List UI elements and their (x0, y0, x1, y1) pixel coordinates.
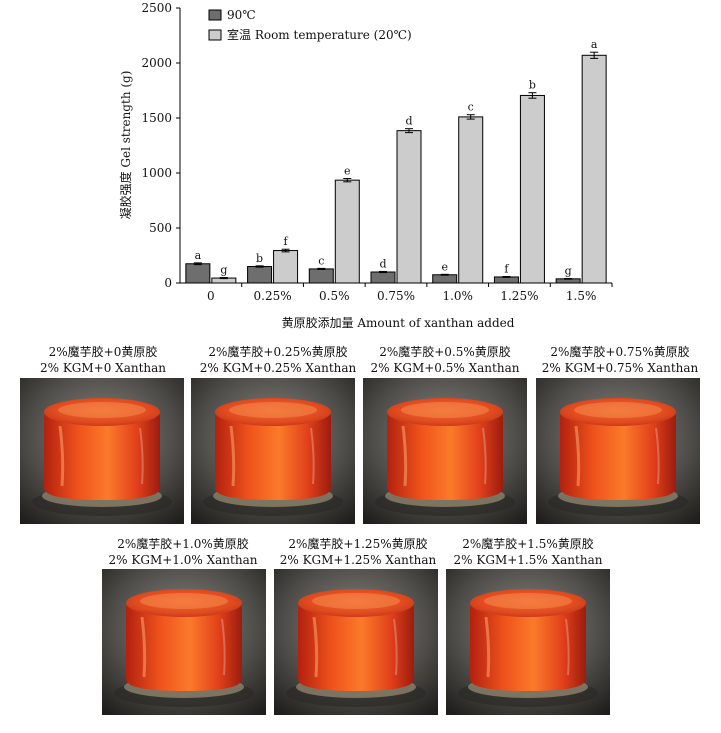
significance-letter: e (344, 165, 351, 178)
x-tick-label: 1.5% (566, 289, 597, 303)
gel-photo (20, 378, 184, 524)
sample-caption-cn: 2%魔芋胶+0.75%黄原胶 (550, 345, 690, 359)
sample-caption-1: 2%魔芋胶+0.25%黄原胶 2% KGM+0.25% Xanthan (183, 344, 373, 376)
sample-caption-6: 2%魔芋胶+1.5%黄原胶 2% KGM+1.5% Xanthan (433, 536, 623, 568)
gel-photo (274, 569, 438, 715)
x-axis-label: 黄原胶添加量 Amount of xanthan added (282, 315, 515, 330)
sample-caption-cn: 2%魔芋胶+0.5%黄原胶 (379, 345, 511, 359)
gel-photo (446, 569, 610, 715)
sample-caption-2: 2%魔芋胶+0.5%黄原胶 2% KGM+0.5% Xanthan (350, 344, 540, 376)
chart-axes: 0 500 1000 1500 2000 2500 0 0.25% 0.5% 0.75% 1.0% 1… (141, 1, 613, 303)
sample-caption-en: 2% KGM+1.0% Xanthan (108, 553, 258, 567)
bar (519, 94, 545, 284)
bar (247, 266, 273, 284)
bar (396, 130, 422, 284)
sample-caption-cn: 2%魔芋胶+0.25%黄原胶 (208, 345, 348, 359)
gel-photo (102, 569, 266, 715)
significance-letter: g (565, 264, 572, 277)
bar (334, 179, 360, 284)
legend-swatch (208, 9, 222, 21)
sample-caption-cn: 2%魔芋胶+1.25%黄原胶 (288, 537, 428, 551)
bar (432, 274, 458, 284)
x-tick-label: 1.0% (442, 289, 473, 303)
y-axis-label: 凝胶强度 Gel strength (g) (118, 71, 133, 220)
bar (581, 54, 607, 284)
x-tick-label: 1.25% (500, 289, 538, 303)
sample-caption-en: 2% KGM+1.25% Xanthan (279, 553, 437, 567)
x-tick-label: 0.75% (377, 289, 415, 303)
sample-caption-3: 2%魔芋胶+0.75%黄原胶 2% KGM+0.75% Xanthan (525, 344, 715, 376)
gel-photo (191, 378, 355, 524)
x-tick-label: 0.5% (319, 289, 350, 303)
sample-caption-cn: 2%魔芋胶+1.5%黄原胶 (462, 537, 594, 551)
sample-caption-4: 2%魔芋胶+1.0%黄原胶 2% KGM+1.0% Xanthan (88, 536, 278, 568)
gel-strength-chart: 0 500 1000 1500 2000 2500 0 0.25% 0.5% 0.75% 1.0% 1… (118, 1, 613, 330)
significance-letter: d (379, 257, 386, 270)
significance-letter: b (256, 252, 263, 265)
significance-letter: c (318, 254, 324, 267)
y-tick-label: 1000 (141, 166, 172, 180)
bar (185, 263, 211, 284)
y-tick-label: 500 (149, 221, 172, 235)
sample-caption-en: 2% KGM+0.25% Xanthan (199, 361, 357, 375)
legend-swatch (208, 29, 222, 41)
significance-letter: g (220, 264, 227, 277)
bar (308, 268, 334, 284)
significance-letter: b (529, 79, 536, 92)
sample-caption-en: 2% KGM+0 Xanthan (39, 361, 167, 375)
y-tick-label: 1500 (141, 111, 172, 125)
sample-caption-en: 2% KGM+0.5% Xanthan (370, 361, 520, 375)
y-tick-label: 2500 (141, 1, 172, 15)
significance-letter: f (504, 263, 509, 276)
legend-label: 室温 Room temperature (20℃) (227, 27, 412, 42)
sample-caption-5: 2%魔芋胶+1.25%黄原胶 2% KGM+1.25% Xanthan (263, 536, 453, 568)
y-tick-label: 0 (164, 276, 172, 290)
sample-caption-cn: 2%魔芋胶+1.0%黄原胶 (117, 537, 249, 551)
bar (273, 250, 299, 284)
chart-bars: a g b f c e d d e c f b g a (185, 38, 607, 284)
significance-letter: a (591, 38, 598, 51)
chart-legend: 90℃ 室温 Room temperature (20℃) (208, 8, 412, 42)
legend-label: 90℃ (227, 8, 256, 22)
sample-caption-en: 2% KGM+1.5% Xanthan (453, 553, 603, 567)
bar (458, 116, 484, 284)
x-tick-label: 0 (207, 289, 215, 303)
significance-letter: f (284, 235, 289, 248)
sample-caption-0: 2%魔芋胶+0黄原胶 2% KGM+0 Xanthan (8, 344, 198, 376)
significance-letter: c (468, 101, 474, 114)
bar (370, 271, 396, 284)
gel-photo (363, 378, 527, 524)
significance-letter: a (195, 249, 202, 262)
x-tick-label: 0.25% (254, 289, 292, 303)
gel-photo (536, 378, 700, 524)
sample-caption-en: 2% KGM+0.75% Xanthan (541, 361, 699, 375)
significance-letter: d (405, 115, 412, 128)
significance-letter: e (441, 260, 448, 273)
y-tick-label: 2000 (141, 56, 172, 70)
sample-caption-cn: 2%魔芋胶+0黄原胶 (48, 345, 158, 359)
